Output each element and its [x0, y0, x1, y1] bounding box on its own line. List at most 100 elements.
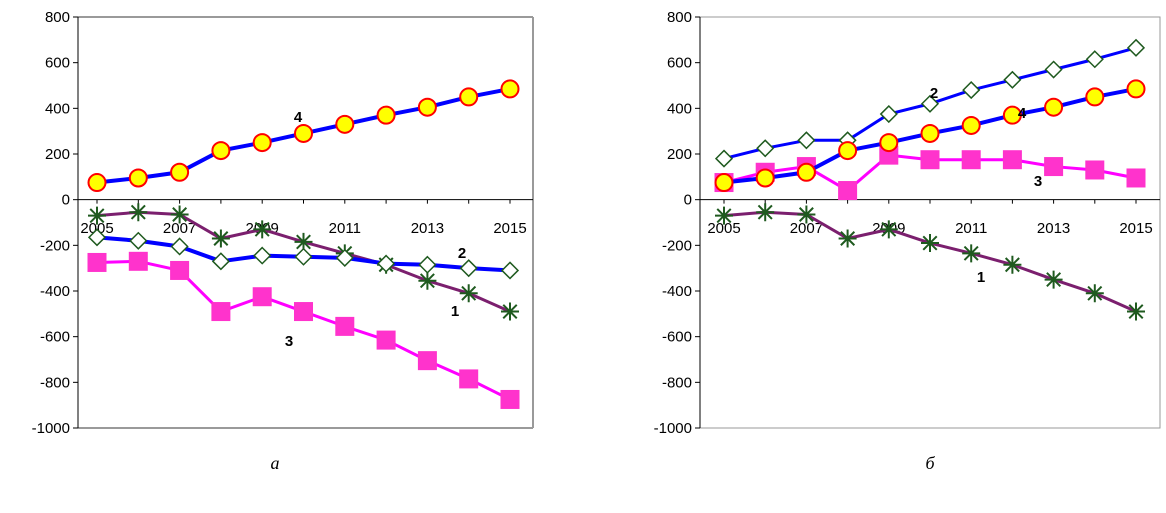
y-tick-label: 400: [667, 100, 692, 117]
data-point-4: [252, 287, 272, 307]
y-tick-label: 600: [667, 55, 692, 72]
data-point-5: [294, 302, 313, 322]
data-point-0: [714, 149, 734, 168]
data-point-2: [170, 260, 190, 280]
data-point-5: [294, 232, 313, 251]
x-tick-label: 2007: [163, 220, 196, 237]
data-point-0: [714, 173, 734, 193]
data-point-10: [500, 389, 520, 409]
data-point-0: [87, 228, 107, 247]
y-tick-label: -1000: [654, 420, 692, 437]
series-label-2: 2: [930, 85, 938, 102]
series-label-4: 4: [294, 109, 303, 126]
series-label-2: 2: [458, 245, 466, 262]
y-tick-label: -1000: [32, 420, 70, 437]
data-point-10: [1126, 38, 1146, 57]
y-tick-label: -600: [662, 329, 692, 346]
data-point-7: [1003, 70, 1022, 89]
data-point-1: [128, 168, 148, 188]
data-point-4: [879, 133, 899, 153]
data-point-1: [756, 203, 775, 222]
y-tick-label: 0: [62, 192, 70, 209]
data-point-8: [1044, 60, 1063, 79]
data-point-1: [129, 231, 148, 250]
x-tick-label: 2013: [411, 220, 444, 237]
panel-caption: а: [271, 453, 280, 473]
data-point-1: [755, 168, 775, 188]
data-point-3: [211, 141, 231, 161]
data-point-2: [797, 205, 816, 224]
series-3: [714, 145, 1146, 201]
data-point-2: [170, 205, 189, 224]
x-tick-label: 2005: [707, 220, 740, 237]
data-point-10: [1126, 79, 1146, 99]
data-point-10: [1126, 168, 1146, 188]
y-tick-label: 800: [667, 9, 692, 26]
series-1: [715, 203, 1145, 321]
series-label-1: 1: [451, 303, 459, 320]
data-point-9: [459, 259, 478, 278]
series-4: [714, 79, 1146, 193]
y-tick-label: -600: [40, 329, 70, 346]
data-point-8: [418, 255, 437, 274]
data-point-6: [961, 115, 981, 135]
data-point-0: [715, 206, 733, 225]
data-point-4: [253, 246, 272, 265]
x-tick-label: 2015: [1119, 220, 1152, 237]
data-point-3: [838, 229, 857, 248]
data-point-3: [211, 252, 230, 271]
data-point-8: [1044, 157, 1064, 177]
data-point-9: [459, 369, 479, 389]
data-point-8: [418, 271, 437, 290]
data-point-9: [1085, 284, 1104, 303]
y-tick-label: 200: [667, 146, 692, 163]
chart-panel-a: 8006004002000-200-400-600-800-1000200520…: [32, 9, 534, 473]
series-line: [723, 210, 1137, 313]
data-point-5: [294, 123, 313, 143]
data-point-5: [920, 123, 940, 143]
data-point-6: [335, 248, 354, 267]
data-point-7: [1003, 255, 1022, 274]
y-tick-label: -200: [40, 237, 70, 254]
series-label-1: 1: [977, 269, 985, 286]
x-tick-label: 2013: [1037, 220, 1070, 237]
data-point-2: [170, 162, 190, 182]
series-label-3: 3: [285, 333, 293, 350]
data-point-5: [921, 234, 939, 253]
series-4: [87, 79, 520, 193]
data-point-4: [879, 220, 898, 239]
data-point-1: [128, 251, 148, 271]
data-point-1: [129, 203, 148, 222]
data-point-9: [1085, 160, 1105, 180]
y-tick-label: 800: [45, 9, 70, 26]
y-tick-label: -400: [40, 283, 70, 300]
data-point-8: [417, 97, 437, 117]
data-point-9: [459, 284, 478, 303]
data-point-8: [1044, 97, 1064, 117]
y-tick-label: -800: [40, 374, 70, 391]
chart-panel-b: 800 600 400 200 0 -200 -400 -600 -800 -1000 2005 20…: [654, 9, 1161, 473]
data-point-4: [879, 104, 898, 124]
panel-caption: б: [925, 453, 935, 473]
data-point-9: [1085, 87, 1105, 107]
data-point-1: [756, 139, 775, 158]
data-point-6: [961, 150, 981, 170]
plot-border: [699, 16, 1161, 429]
y-tick-label: 400: [45, 100, 70, 117]
data-point-10: [500, 261, 520, 280]
data-point-5: [920, 94, 940, 113]
data-point-5: [920, 150, 940, 170]
x-tick-label: 2015: [493, 220, 526, 237]
data-point-0: [87, 252, 107, 272]
series-label-4: 4: [1018, 105, 1027, 122]
data-point-7: [1002, 105, 1022, 125]
data-point-3: [211, 229, 230, 248]
data-point-6: [962, 81, 981, 100]
data-point-3: [838, 181, 858, 201]
data-point-6: [962, 244, 981, 263]
series-line: [96, 259, 511, 401]
data-point-7: [377, 254, 396, 273]
data-point-8: [1044, 270, 1063, 289]
x-tick-label: 2011: [955, 220, 987, 237]
data-point-3: [211, 302, 231, 322]
